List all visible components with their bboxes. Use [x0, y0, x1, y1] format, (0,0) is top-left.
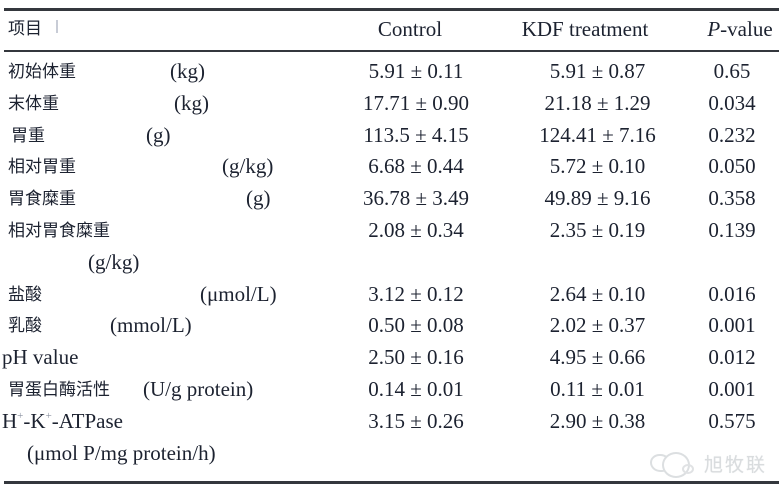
watermark: 旭牧联: [648, 444, 778, 480]
kdf-value: 2.35 ± 0.19: [549, 217, 646, 242]
column-header-kdf-treatment: KDF treatment: [521, 17, 649, 41]
p-value: 0.65: [713, 59, 751, 83]
row-unit: (kg): [174, 90, 209, 115]
control-value: 2.08 ± 0.34: [368, 217, 464, 242]
kdf-value: 2.90 ± 0.38: [549, 408, 646, 433]
watermark-text: 旭牧联: [704, 455, 768, 476]
control-value: 36.78 ± 3.49: [362, 186, 470, 211]
atpase-rest: -ATPase: [51, 408, 123, 433]
column-header-p-value: P-value: [702, 14, 778, 44]
table-body: 初始体重 (kg) 5.91 ± 0.11 5.91 ± 0.87 0.65 末…: [0, 56, 779, 469]
p-value: 0.575: [708, 408, 756, 433]
kdf-value: 49.89 ± 9.16: [544, 186, 651, 211]
kdf-value: 2.02 ± 0.37: [549, 313, 646, 338]
table-row-continuation: (g/kg): [0, 247, 779, 279]
row-label: H+-K+-ATPase: [2, 406, 123, 438]
table-row: H+-K+-ATPase 3.15 ± 0.26 2.90 ± 0.38 0.5…: [0, 406, 779, 438]
control-value: 2.50 ± 0.16: [368, 345, 464, 370]
control-value: 17.71 ± 0.90: [362, 90, 470, 115]
table-row: 相对胃食糜重 2.08 ± 0.34 2.35 ± 0.19 0.139: [0, 215, 779, 247]
superscript-plus: +: [45, 409, 52, 422]
table-top-rule: [4, 8, 779, 11]
table-row: 胃蛋白酶活性 (U/g protein) 0.14 ± 0.01 0.11 ± …: [0, 374, 779, 406]
p-value: 0.232: [708, 122, 756, 147]
p-value-rest: -value: [720, 17, 773, 41]
table-row: 乳酸 (mmol/L) 0.50 ± 0.08 2.02 ± 0.37 0.00…: [0, 310, 779, 342]
row-unit: (U/g protein): [143, 376, 254, 401]
p-value: 0.050: [708, 154, 756, 179]
p-value: 0.034: [708, 90, 756, 115]
p-value: 0.001: [708, 313, 756, 338]
table-header-rule: [4, 50, 779, 52]
p-value: 0.016: [708, 281, 756, 306]
p-value: 0.358: [708, 186, 756, 211]
atpase-h: H: [2, 408, 18, 433]
table-row: 末体重 (kg) 17.71 ± 0.90 21.18 ± 1.29 0.034: [0, 88, 779, 120]
table-row: 初始体重 (kg) 5.91 ± 0.11 5.91 ± 0.87 0.65: [0, 56, 779, 88]
row-label: 初始体重: [8, 62, 76, 81]
row-unit: (g/kg): [88, 249, 140, 274]
faint-cursor-mark: [56, 20, 58, 33]
control-value: 3.15 ± 0.26: [368, 408, 464, 433]
row-unit: (g): [246, 186, 271, 211]
row-unit: (g): [146, 122, 171, 147]
p-value: 0.012: [708, 345, 756, 370]
p-value: 0.001: [708, 376, 756, 401]
kdf-value: 5.72 ± 0.10: [549, 154, 646, 179]
control-value: 3.12 ± 0.12: [368, 281, 464, 306]
control-value: 5.91 ± 0.11: [368, 59, 464, 83]
atpase-k: -K: [23, 408, 46, 433]
row-unit: (g/kg): [222, 154, 274, 179]
column-header-item: 项目: [8, 19, 42, 38]
control-value: 0.50 ± 0.08: [368, 313, 464, 338]
control-value: 6.68 ± 0.44: [368, 154, 464, 179]
kdf-value: 4.95 ± 0.66: [549, 345, 646, 370]
kdf-value: 2.64 ± 0.10: [549, 281, 646, 306]
row-unit: (μmol/L): [200, 281, 277, 306]
row-label: 相对胃食糜重: [8, 220, 110, 240]
p-value-italic-p: P: [707, 17, 721, 41]
control-value: 113.5 ± 4.15: [363, 122, 469, 147]
row-label: 盐酸: [8, 284, 42, 304]
kdf-value: 5.91 ± 0.87: [549, 59, 646, 83]
xumulian-logo-icon: [648, 448, 700, 478]
row-unit: (μmol P/mg protein/h): [27, 440, 216, 465]
superscript-plus: +: [17, 409, 24, 422]
table-row-continuation: (μmol P/mg protein/h): [0, 438, 779, 470]
table-row: 盐酸 (μmol/L) 3.12 ± 0.12 2.64 ± 0.10 0.01…: [0, 279, 779, 311]
logo-shape-small: [682, 464, 694, 474]
kdf-value: 21.18 ± 1.29: [544, 90, 651, 115]
row-label: 乳酸: [8, 316, 42, 336]
column-header-control: Control: [377, 17, 443, 41]
row-label: 相对胃重: [8, 157, 76, 177]
control-value: 0.14 ± 0.01: [368, 376, 464, 401]
table-row: 胃重 (g) 113.5 ± 4.15 124.41 ± 7.16 0.232: [0, 120, 779, 152]
row-label: pH value: [2, 345, 79, 370]
row-label: 胃蛋白酶活性: [8, 379, 110, 399]
table-row: pH value 2.50 ± 0.16 4.95 ± 0.66 0.012: [0, 342, 779, 374]
row-label: 末体重: [8, 93, 59, 113]
table-bottom-rule: [4, 481, 779, 484]
row-unit: (kg): [170, 59, 205, 83]
kdf-value: 0.11 ± 0.01: [550, 376, 645, 401]
table-row: 胃食糜重 (g) 36.78 ± 3.49 49.89 ± 9.16 0.358: [0, 183, 779, 215]
row-unit: (mmol/L): [110, 313, 192, 338]
table-row: 相对胃重 (g/kg) 6.68 ± 0.44 5.72 ± 0.10 0.05…: [0, 151, 779, 183]
row-label: 胃重: [11, 125, 45, 145]
row-label: 胃食糜重: [8, 189, 76, 209]
kdf-value: 124.41 ± 7.16: [539, 122, 656, 147]
p-value: 0.139: [708, 217, 756, 242]
